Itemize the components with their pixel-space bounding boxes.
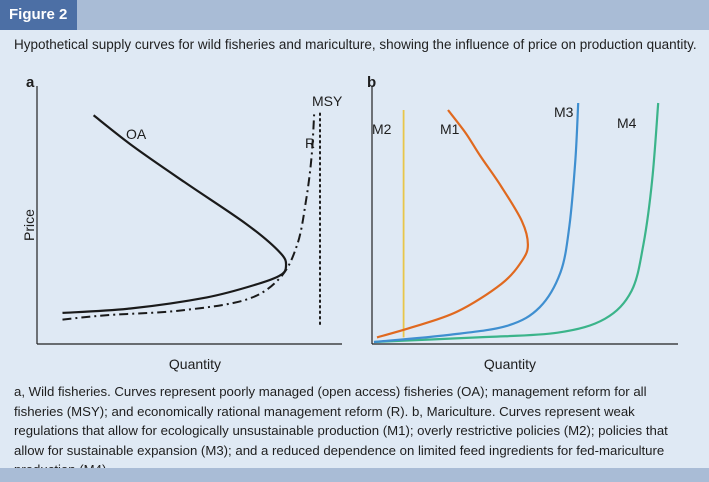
panel-a-ylabel: Price xyxy=(21,209,37,241)
supply-curves-charts: a Quantity Price OA R MSY b Quantity M2 … xyxy=(21,74,678,372)
panel-a: a Quantity Price OA R MSY xyxy=(21,74,343,372)
series-m1-line xyxy=(376,109,530,339)
figure-label: Figure 2 xyxy=(0,0,77,30)
panel-b-xlabel: Quantity xyxy=(484,356,536,372)
label-m2: M2 xyxy=(372,121,392,137)
figure-caption: a, Wild fisheries. Curves represent poor… xyxy=(14,384,668,477)
label-msy: MSY xyxy=(312,93,343,109)
chart-area: a Quantity Price OA R MSY b Quantity M2 … xyxy=(0,62,709,374)
panel-a-letter: a xyxy=(26,74,35,91)
series-m4-line xyxy=(373,102,660,344)
series-oa-line xyxy=(62,114,288,314)
panel-a-xlabel: Quantity xyxy=(169,356,221,372)
label-m4: M4 xyxy=(617,115,637,131)
panel-b: b Quantity M2 M1 M3 M4 xyxy=(367,74,678,372)
header-bar: Figure 2 xyxy=(0,0,709,30)
series-m3-line xyxy=(373,102,580,344)
label-m3: M3 xyxy=(554,104,574,120)
label-oa: OA xyxy=(126,126,147,142)
panel-b-letter: b xyxy=(367,74,376,91)
series-r-line xyxy=(62,110,316,321)
label-r: R xyxy=(305,135,315,151)
figure-subtitle: Hypothetical supply curves for wild fish… xyxy=(14,37,697,52)
label-m1: M1 xyxy=(440,121,460,137)
footer-bar xyxy=(0,468,709,482)
